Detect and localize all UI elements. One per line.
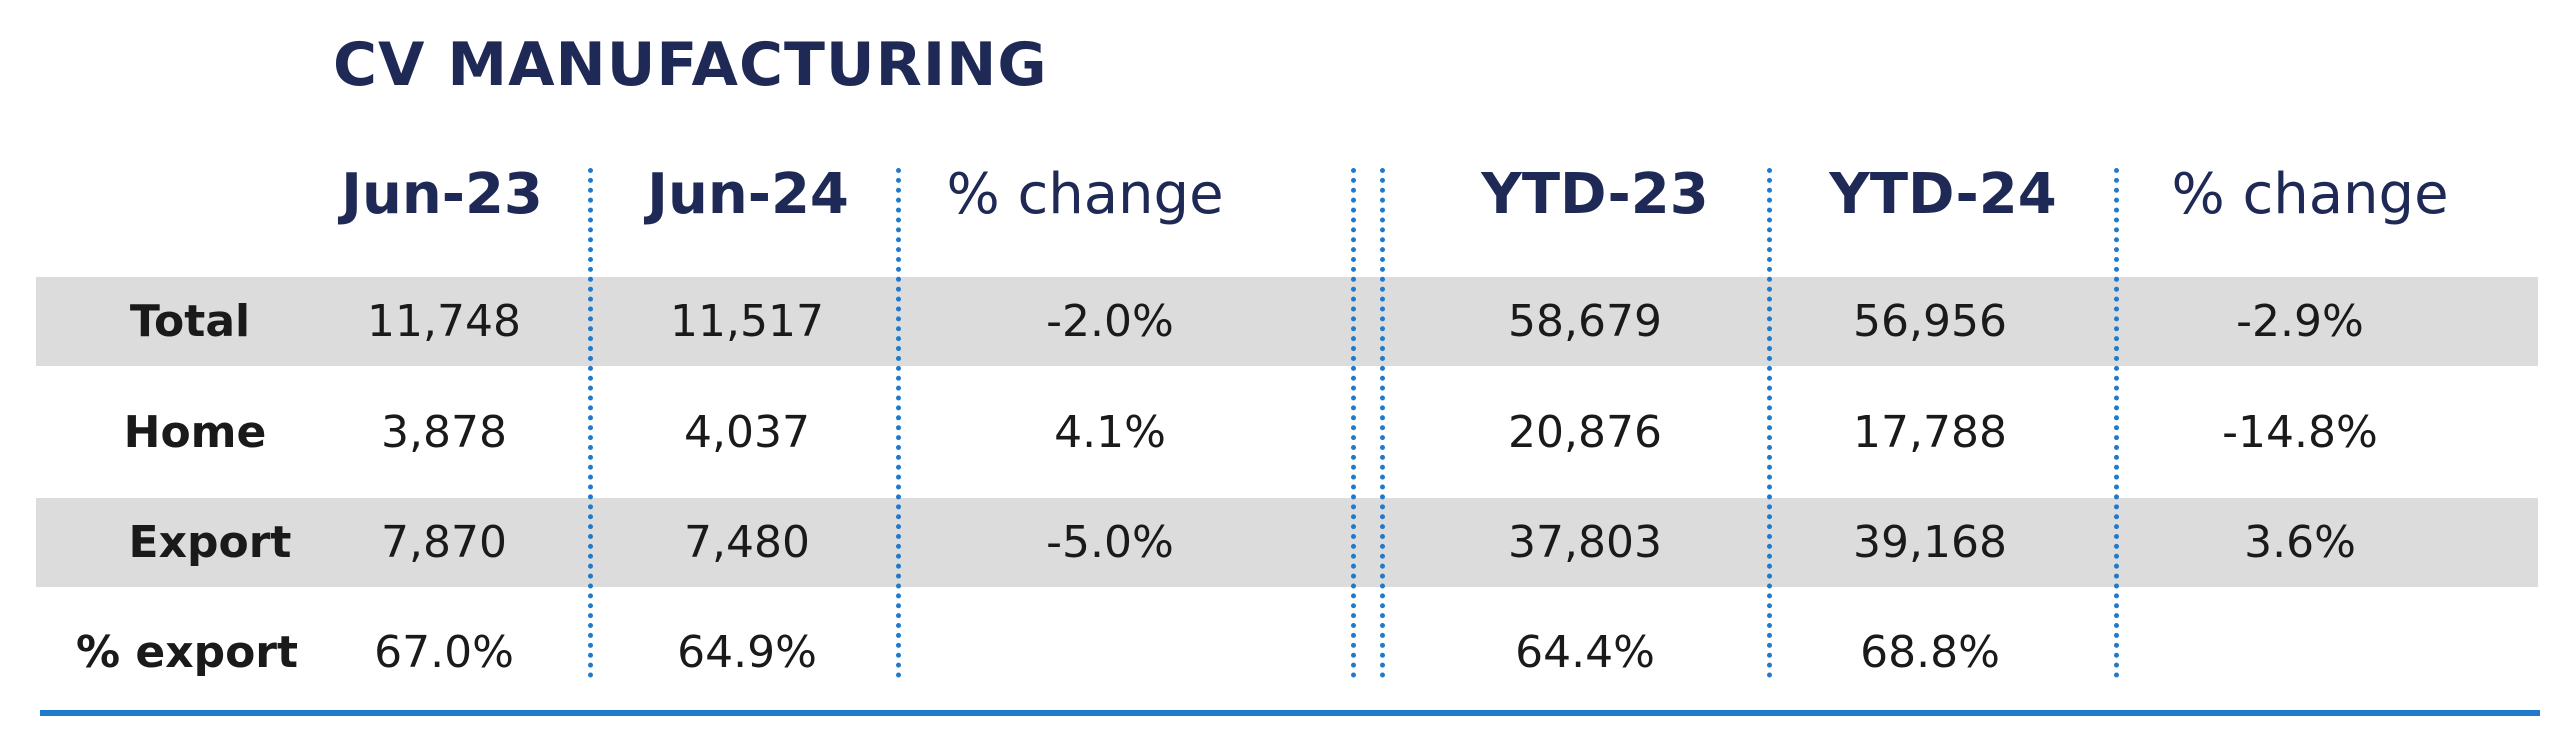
table-cell: 3.6% [2244,517,2356,568]
column-divider [1351,168,1356,678]
column-header: % change [946,162,1224,227]
page-title: CV MANUFACTURING [333,30,1048,100]
table-cell: -5.0% [1046,517,1174,568]
table-cell: 7,480 [684,517,810,568]
table-cell: 68.8% [1860,627,2000,678]
table-cell: 67.0% [374,627,514,678]
table-cell: 11,517 [670,296,824,347]
row-label: Home [123,407,267,458]
table-cell: -2.0% [1046,296,1174,347]
row-label: Export [128,517,292,568]
table-cell: -14.8% [2222,407,2378,458]
column-header: YTD-24 [1829,162,2057,227]
column-header: Jun-23 [341,162,543,227]
table-cell: 17,788 [1853,407,2007,458]
row-label: % export [75,627,299,678]
column-header: % change [2171,162,2449,227]
row-label: Total [129,296,251,347]
table-cell: 58,679 [1508,296,1662,347]
column-divider [2114,168,2119,678]
table-cell: 7,870 [381,517,507,568]
column-divider [588,168,593,678]
table-cell: 64.4% [1515,627,1655,678]
table-cell: 3,878 [381,407,507,458]
table-cell: 39,168 [1853,517,2007,568]
column-divider [1767,168,1772,678]
table-cell: 37,803 [1508,517,1662,568]
table-cell: 4,037 [684,407,810,458]
table-row-band [36,498,2538,587]
table-cell: 4.1% [1054,407,1166,458]
column-divider [1380,168,1385,678]
column-header: YTD-23 [1481,162,1709,227]
column-header: Jun-24 [647,162,849,227]
table-cell: 20,876 [1508,407,1662,458]
table-cell: 56,956 [1853,296,2007,347]
bottom-rule [40,710,2540,716]
table-cell: 64.9% [677,627,817,678]
table-row-band [36,277,2538,366]
column-divider [896,168,901,678]
table-cell: 11,748 [367,296,521,347]
table-cell: -2.9% [2236,296,2364,347]
